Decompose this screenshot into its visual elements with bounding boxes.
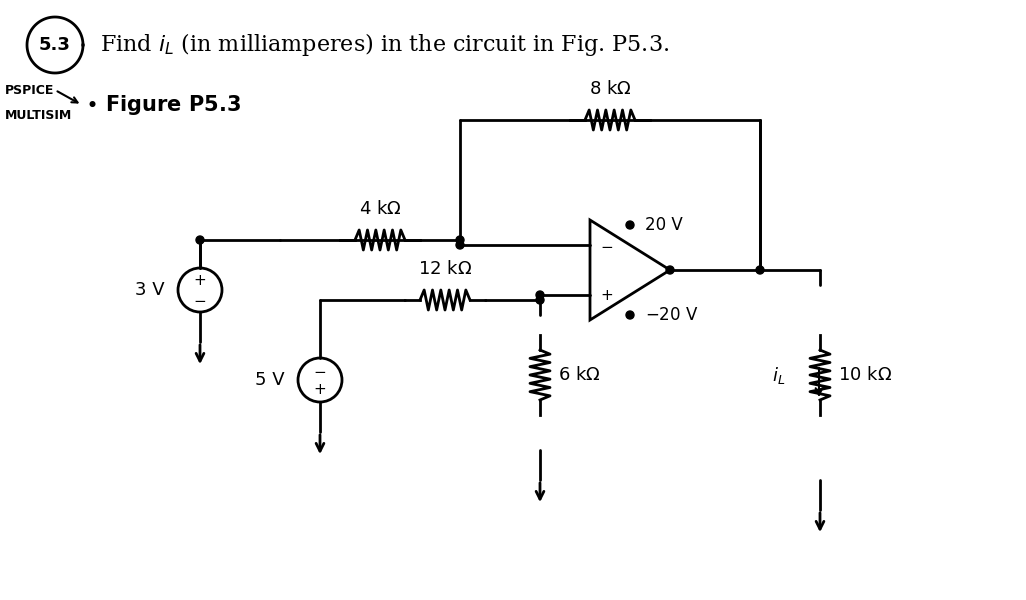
Text: 10 k$\Omega$: 10 k$\Omega$ xyxy=(838,366,892,384)
Circle shape xyxy=(756,266,764,274)
Circle shape xyxy=(626,311,634,319)
Text: 5.3: 5.3 xyxy=(39,36,71,54)
Text: $+$: $+$ xyxy=(194,272,206,287)
Text: 6 k$\Omega$: 6 k$\Omega$ xyxy=(558,366,600,384)
Text: 5 V: 5 V xyxy=(255,371,285,389)
Text: $-$: $-$ xyxy=(313,362,326,377)
Text: 12 k$\Omega$: 12 k$\Omega$ xyxy=(418,260,472,278)
Circle shape xyxy=(536,296,544,304)
Circle shape xyxy=(456,241,464,249)
Text: PSPICE: PSPICE xyxy=(5,83,54,97)
Text: $i_L$: $i_L$ xyxy=(772,364,785,385)
Circle shape xyxy=(666,266,674,274)
Circle shape xyxy=(536,291,544,299)
Text: $-$: $-$ xyxy=(194,292,206,307)
Circle shape xyxy=(196,236,204,244)
Text: 20 V: 20 V xyxy=(645,216,682,234)
Text: $-$20 V: $-$20 V xyxy=(645,306,699,324)
Text: $\bullet$ Figure P5.3: $\bullet$ Figure P5.3 xyxy=(85,93,241,117)
Text: 8 k$\Omega$: 8 k$\Omega$ xyxy=(589,80,631,98)
Text: $+$: $+$ xyxy=(313,382,326,397)
Circle shape xyxy=(456,236,464,244)
Text: 3 V: 3 V xyxy=(135,281,165,299)
Text: $-$: $-$ xyxy=(600,238,614,253)
Circle shape xyxy=(626,221,634,229)
Text: $+$: $+$ xyxy=(600,287,614,302)
Text: Find $i_L$ (in milliamperes) in the circuit in Fig. P5.3.: Find $i_L$ (in milliamperes) in the circ… xyxy=(100,31,669,58)
Text: 4 k$\Omega$: 4 k$\Omega$ xyxy=(359,200,401,218)
Text: MULTISIM: MULTISIM xyxy=(5,109,72,121)
